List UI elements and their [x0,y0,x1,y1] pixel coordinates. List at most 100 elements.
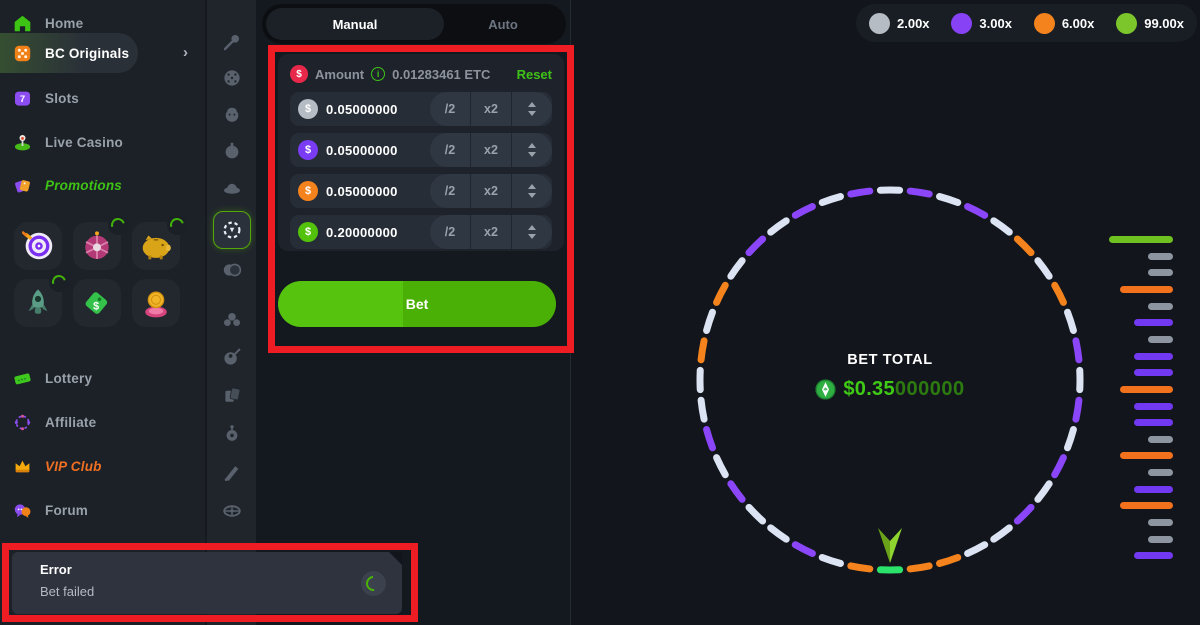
svg-text:7: 7 [20,94,25,105]
sidebar: Home BC Originals › 7 Slots Live Casino … [0,0,205,625]
amount-stepper[interactable] [512,215,552,249]
svg-text:$: $ [93,300,99,312]
dart-spiral-icon [21,230,53,260]
sidebar-item-promotions[interactable]: Promotions [0,167,205,203]
step-down-icon[interactable] [528,193,536,198]
coin-purple-icon: $ [298,140,318,160]
half-button[interactable]: /2 [444,102,456,116]
rail-sword-icon[interactable] [214,454,250,490]
sidebar-item-slots[interactable]: 7 Slots [0,80,205,116]
legend-dot-gray [869,12,890,34]
info-icon[interactable]: i [371,67,386,81]
loading-spinner-icon [361,571,386,596]
double-button[interactable]: x2 [484,102,498,116]
step-up-icon[interactable] [528,143,536,148]
rail-bomb-icon[interactable] [214,132,250,168]
dice-icon [14,45,31,61]
bet-controls: /2 x2 [430,174,552,208]
home-icon [14,15,31,31]
affiliate-icon [14,414,31,430]
tile-coin-pile[interactable] [132,279,180,327]
bet-amount-input[interactable]: 0.20000000 [326,224,398,240]
amount-panel: $ Amount i 0.01283461 ETC Reset $ 0.0500… [278,54,564,251]
history-bar-2x [1148,469,1173,477]
amount-header: $ Amount i 0.01283461 ETC Reset [290,63,552,85]
result-history [1109,236,1173,562]
half-button[interactable]: /2 [444,184,456,198]
tile-piggy-bank[interactable] [132,215,187,270]
bet-amount-input[interactable]: 0.05000000 [326,142,398,158]
rail-wheel-icon-active[interactable] [212,211,251,249]
rail-mines-icon[interactable] [214,415,250,451]
history-bar-2x [1148,435,1173,443]
bet-amount-input[interactable]: 0.05000000 [326,101,398,117]
history-bar-3x [1134,319,1173,327]
sidebar-item-label: Lottery [45,370,93,386]
legend-item-3x: 3.00x [951,12,1012,34]
rail-pool-8ball-icon[interactable] [214,339,250,375]
rail-gorilla-icon[interactable] [214,96,250,132]
cash-tag-icon: $ [85,292,108,314]
bet-button[interactable]: Bet [278,281,556,327]
step-up-icon[interactable] [528,225,536,230]
bet-amount-input[interactable]: 0.05000000 [326,183,398,199]
sidebar-item-bc-originals[interactable]: BC Originals [0,33,138,73]
rail-roulette-icon[interactable] [214,492,250,528]
bet-row-3x: $ 0.05000000 /2 x2 [290,133,552,167]
step-up-icon[interactable] [528,184,536,189]
double-button[interactable]: x2 [484,184,498,198]
sidebar-item-lottery[interactable]: Lottery [0,360,205,396]
double-button[interactable]: x2 [484,225,498,239]
rail-coinflip-icon[interactable] [214,252,250,288]
amount-stepper[interactable] [512,92,552,126]
rail-crash-icon[interactable] [214,24,250,60]
tab-auto[interactable]: Auto [488,16,518,32]
amount-stepper[interactable] [512,174,552,208]
step-down-icon[interactable] [528,152,536,157]
bet-total: BET TOTAL $0.35000000 [680,352,1100,401]
history-bar-6x [1120,385,1173,393]
coin-green-icon: $ [298,222,318,242]
step-up-icon[interactable] [528,102,536,107]
step-down-icon[interactable] [528,111,536,116]
coin-orange-icon: $ [298,181,318,201]
tile-cash-tag[interactable]: $ [73,279,121,327]
half-button[interactable]: /2 [444,225,456,239]
history-bar-6x [1120,285,1173,293]
multiplier-legend: 2.00x 3.00x 6.00x 99.00x [856,4,1197,42]
legend-item-99x: 99.00x [1116,12,1184,34]
history-bar-3x [1134,352,1173,360]
tile-dart-spiral[interactable] [14,222,62,270]
sidebar-item-label: BC Originals [45,45,130,61]
rail-limbo-icon[interactable] [214,170,250,206]
sidebar-item-label: VIP Club [45,458,102,474]
tile-lucky-wheel[interactable] [73,215,128,270]
amount-label: Amount [315,66,365,82]
lucky-wheel-icon [85,231,109,260]
rail-classic-dice-icon[interactable] [214,60,250,96]
double-button[interactable]: x2 [484,143,498,157]
rail-monkey-trio-icon[interactable] [214,302,250,338]
chevron-right-icon[interactable]: › [183,44,188,61]
sidebar-item-label: Home [45,15,84,31]
half-button[interactable]: /2 [444,143,456,157]
sidebar-item-affiliate[interactable]: Affiliate [0,404,205,440]
crown-icon [15,460,30,472]
history-bar-2x [1148,269,1173,277]
sidebar-item-forum[interactable]: Forum [0,492,205,528]
toast-message: Bet failed [40,584,95,599]
sidebar-item-home[interactable]: Home [0,5,205,41]
step-down-icon[interactable] [528,234,536,239]
amount-stepper[interactable] [512,133,552,167]
rail-cards-icon[interactable] [214,377,250,413]
bet-mode-tabs: Manual Auto [262,4,566,44]
sidebar-item-vip-club[interactable]: VIP Club [0,448,205,484]
history-bar-99x [1109,236,1173,243]
history-bar-2x [1148,302,1173,310]
sidebar-item-live-casino[interactable]: Live Casino [0,124,205,160]
reset-button[interactable]: Reset [516,66,552,82]
tile-rocket[interactable] [14,272,69,327]
coin-gray-icon: $ [298,99,318,119]
bet-total-title: BET TOTAL [847,352,933,368]
tab-manual[interactable]: Manual [266,8,444,40]
